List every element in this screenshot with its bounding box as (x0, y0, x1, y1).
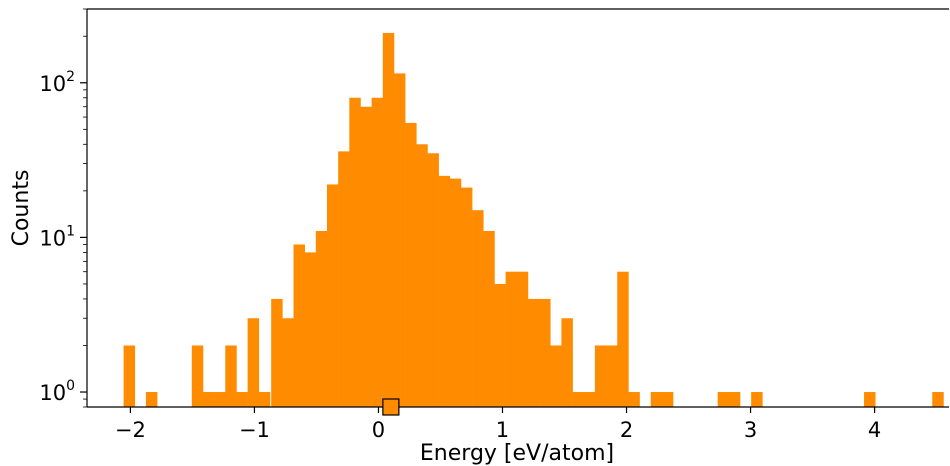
histogram-bar (405, 122, 417, 407)
histogram-bar (594, 345, 607, 407)
histogram-bar (293, 244, 305, 407)
histogram-bar (315, 230, 328, 407)
histogram-bar (271, 298, 283, 407)
marker-layer (382, 398, 400, 416)
histogram-bar (393, 73, 406, 408)
x-tick-label: 1 (496, 418, 509, 442)
histogram-bar (123, 345, 136, 407)
histogram-bar (561, 318, 573, 407)
histogram-bar (572, 392, 585, 407)
histogram-bar (371, 97, 384, 407)
histogram-bar (751, 392, 763, 407)
histogram-bar (728, 392, 741, 407)
histogram-bar (717, 392, 730, 407)
histogram-bar (191, 345, 204, 407)
histogram-bar (583, 392, 596, 407)
axes-layer (86, 8, 949, 408)
histogram-bar (304, 252, 317, 407)
histogram-bar (617, 271, 629, 407)
y-tick-label: 102 (39, 69, 75, 96)
x-tick-label: 2 (620, 418, 633, 442)
y-axis-label: Counts (9, 170, 34, 247)
histogram-bar (438, 175, 451, 407)
histogram-bar (628, 392, 640, 407)
histogram-bar (427, 153, 439, 407)
histogram-bar (416, 144, 428, 407)
histogram-bar (349, 97, 361, 407)
histogram-bar (326, 184, 339, 407)
histogram-bar (258, 392, 271, 407)
histogram-bar (483, 230, 495, 407)
histogram-bar (494, 283, 506, 407)
y-tick-label: 100 (39, 378, 75, 405)
histogram-bar (505, 271, 518, 407)
histogram-bar (236, 392, 248, 407)
histogram-bar (225, 345, 237, 407)
histogram-bar (932, 392, 944, 407)
x-tick-label: −1 (239, 418, 270, 442)
histogram-bar (214, 392, 226, 407)
x-tick-label: 3 (744, 418, 757, 442)
histogram-bar (247, 318, 260, 407)
histogram-bar (472, 210, 484, 407)
histogram-bar (650, 392, 663, 407)
histogram-bar (539, 298, 551, 407)
histogram-bar (661, 392, 674, 407)
histogram-bar (606, 345, 618, 407)
reference-marker (382, 398, 400, 416)
x-tick-label: 4 (868, 418, 881, 442)
histogram-bar (550, 345, 562, 407)
ticks-layer: −2 −1 0 1 2 3 4 100 101 102 (39, 8, 881, 442)
histogram-bar (145, 392, 158, 407)
bars-layer (123, 32, 944, 408)
histogram-bar (460, 187, 473, 407)
histogram-bar (202, 392, 215, 407)
histogram-bar (516, 271, 529, 407)
histogram-bar (282, 318, 294, 407)
histogram-bar (360, 106, 372, 407)
x-tick-label: −2 (115, 418, 146, 442)
x-tick-label: 0 (372, 418, 385, 442)
histogram-bar (338, 151, 350, 407)
histogram-bar (449, 178, 462, 407)
histogram-bar (382, 32, 395, 407)
histogram-bar (864, 392, 876, 407)
histogram-bar (527, 298, 540, 407)
y-tick-label: 101 (39, 223, 75, 250)
x-axis-label: Energy [eV/atom] (420, 441, 614, 466)
